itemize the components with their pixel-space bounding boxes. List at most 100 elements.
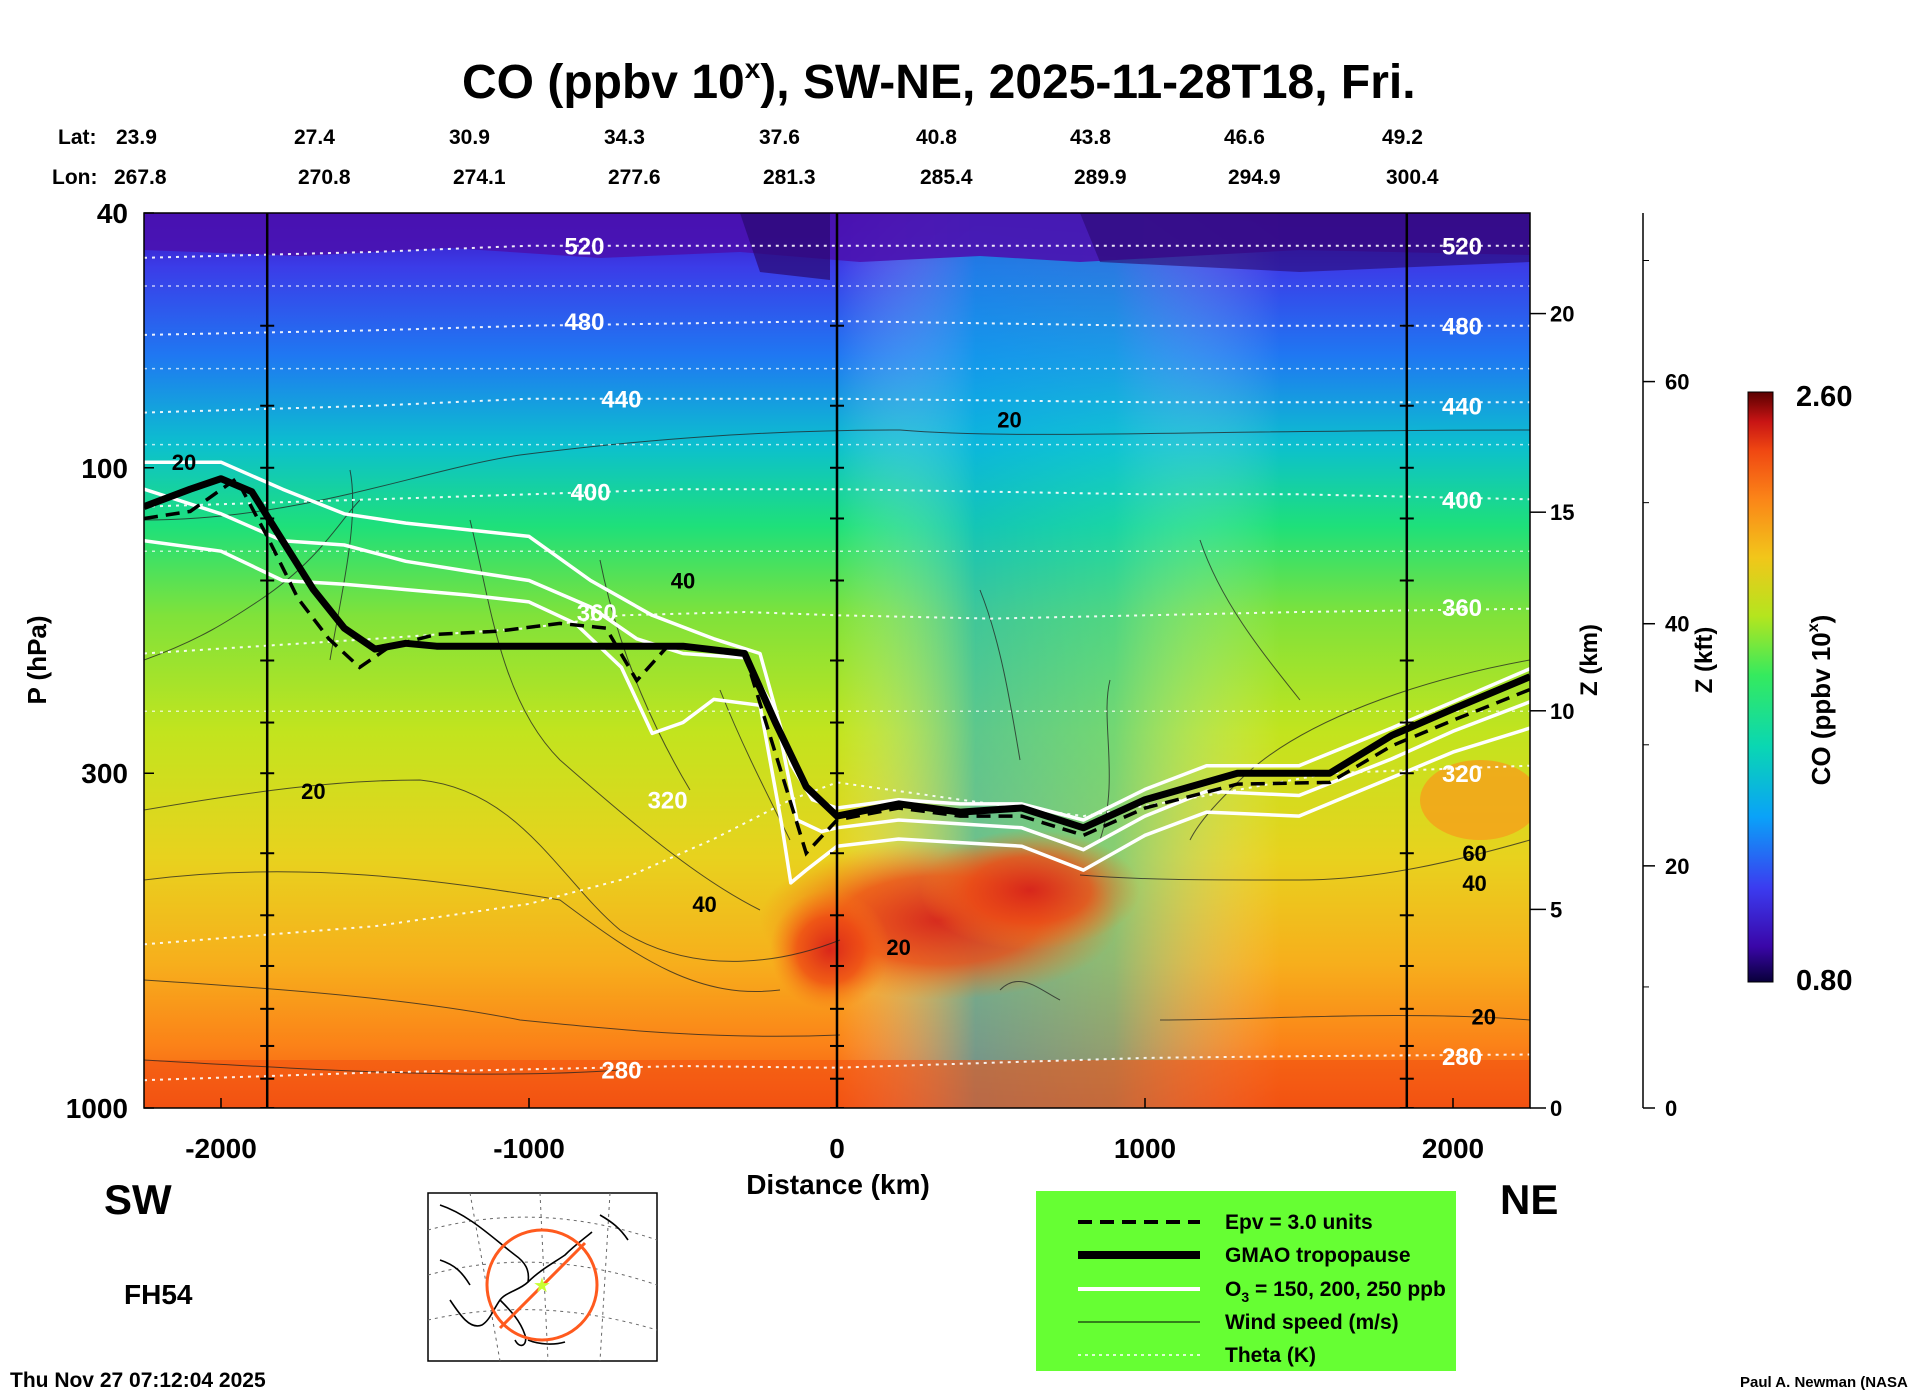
x-tick-label: 0 (829, 1133, 845, 1164)
map-section-line (498, 1241, 587, 1330)
theta-contour-520 (144, 244, 1530, 259)
z-kft-tick-label: 20 (1665, 854, 1689, 879)
map-range-circle (485, 1228, 599, 1342)
z-kft-axis-label: Z (kft) (1691, 627, 1718, 694)
z-kft-tick-label: 40 (1665, 612, 1689, 637)
theta-label-480: 480 (564, 309, 604, 336)
co-patch-ne (1420, 760, 1530, 840)
co-plume-2 (920, 830, 1140, 950)
lat-value: 37.6 (759, 126, 800, 149)
theta-labels: 280 320 360 400 440 480 520 520 480 440 400 360 320 2… (564, 234, 1482, 1085)
lat-label: Lat: (58, 126, 97, 149)
plot-area: 20 20 40 20 40 20 60 40 20 280 320 360 400 440 480 520… (144, 213, 1530, 1108)
ne-direction-label: NE (1500, 1176, 1558, 1223)
z-km-tick-label: 20 (1550, 302, 1574, 327)
tropopause-line (144, 475, 1530, 832)
theta-label-440: 440 (601, 387, 641, 414)
wind-speed-contours (144, 429, 1530, 1075)
theta-right-label-400: 400 (1442, 487, 1482, 514)
lon-value: 277.6 (608, 166, 661, 189)
y-tick-label: 100 (81, 453, 128, 484)
legend-ozone-label: O3 = 150, 200, 250 ppb (1225, 1278, 1446, 1305)
lat-value: 43.8 (1070, 126, 1111, 149)
x-axis-label: Distance (km) (746, 1169, 930, 1200)
z-km-tick-label: 15 (1550, 500, 1574, 525)
lat-value: 23.9 (116, 126, 157, 149)
z-kft-tick-label: 0 (1665, 1096, 1677, 1121)
x-tick-label: 2000 (1422, 1133, 1484, 1164)
lon-label: Lon: (52, 166, 97, 189)
lat-value: 27.4 (294, 126, 335, 149)
ozone-contour-2 (144, 487, 1530, 852)
theta-contour-480 (144, 320, 1530, 336)
y-axis-label: P (hPa) (22, 615, 52, 704)
inset-map: ★ (427, 1192, 658, 1362)
lat-value: 46.6 (1224, 126, 1265, 149)
legend-wind-label: Wind speed (m/s) (1225, 1311, 1399, 1334)
y-tick-label: 1000 (66, 1093, 128, 1124)
section-vertical-lines (260, 213, 1414, 1108)
theta-right-label-320: 320 (1442, 761, 1482, 788)
wind-speed-label: 40 (692, 892, 716, 917)
theta-right-label-440: 440 (1442, 394, 1482, 421)
wind-speed-label: 20 (886, 935, 910, 960)
timestamp-label: Thu Nov 27 07:12:04 2025 (10, 1369, 266, 1392)
theta-label-280: 280 (601, 1057, 641, 1084)
legend-epv-label: Epv = 3.0 units (1225, 1211, 1373, 1234)
lon-value: 281.3 (763, 166, 816, 189)
map-coastlines (439, 1204, 629, 1347)
z-km-tick-label: 5 (1550, 897, 1562, 922)
theta-label-320: 320 (648, 788, 688, 815)
theta-right-label-360: 360 (1442, 595, 1482, 622)
lat-value: 49.2 (1382, 126, 1423, 149)
wind-speed-label: 20 (997, 407, 1021, 432)
theta-label-360: 360 (577, 600, 617, 627)
theta-right-label-480: 480 (1442, 314, 1482, 341)
x-tick-label: -2000 (185, 1133, 257, 1164)
lon-value: 294.9 (1228, 166, 1281, 189)
wind-speed-label: 20 (301, 779, 325, 804)
ozone-contour-3 (144, 538, 1530, 885)
wind-speed-label: 40 (671, 569, 695, 594)
colorbar-min-label: 0.80 (1796, 965, 1852, 997)
map-frame (427, 1192, 658, 1362)
theta-contour-400 (144, 488, 1530, 508)
co-plume-3 (770, 890, 890, 1010)
lon-value: 300.4 (1386, 166, 1439, 189)
legend: Epv = 3.0 units GMAO tropopause O3 = 150… (1036, 1191, 1456, 1371)
theta-contour-280 (144, 1053, 1530, 1082)
theta-right-label-280: 280 (1442, 1044, 1482, 1071)
y-tick-label: 40 (97, 198, 128, 229)
chart-title: CO (ppbv 10x), SW-NE, 2025-11-28T18, Fri… (462, 53, 1416, 109)
lon-value: 285.4 (920, 166, 973, 189)
lon-value: 267.8 (114, 166, 167, 189)
z-km-axis: 0 5 10 15 20 (1530, 302, 1574, 1121)
coordinate-rows: Lat: Lon: 23.9 27.4 30.9 34.3 37.6 40.8 43.8 46… (52, 126, 1439, 189)
colorbar-title: CO (ppbv 10x) (1805, 615, 1836, 786)
wind-speed-label: 20 (1472, 1005, 1496, 1030)
z-kft-axis: 0 20 40 60 (1642, 213, 1689, 1121)
lat-value: 34.3 (604, 126, 645, 149)
legend-tropopause-label: GMAO tropopause (1225, 1244, 1411, 1267)
y-tick-label: 300 (81, 758, 128, 789)
theta-label-400: 400 (571, 480, 611, 507)
z-kft-tick-label: 60 (1665, 370, 1689, 395)
map-center-star-icon: ★ (533, 1273, 551, 1297)
legend-theta-label: Theta (K) (1225, 1344, 1316, 1367)
y-axis: 40 100 300 1000 (66, 198, 154, 1124)
theta-contour-360 (144, 607, 1530, 655)
z-km-axis-label: Z (km) (1576, 624, 1603, 696)
lon-value: 274.1 (453, 166, 506, 189)
wind-speed-label: 40 (1462, 871, 1486, 896)
sw-direction-label: SW (104, 1176, 172, 1223)
lat-value: 30.9 (449, 126, 490, 149)
credit-label: Paul A. Newman (NASA (1740, 1374, 1908, 1391)
lat-value: 40.8 (916, 126, 957, 149)
colorbar-max-label: 2.60 (1796, 381, 1852, 413)
z-km-tick-label: 0 (1550, 1096, 1562, 1121)
x-tick-label: 1000 (1114, 1133, 1176, 1164)
wind-speed-label: 20 (172, 450, 196, 475)
lon-value: 270.8 (298, 166, 351, 189)
co-field-min-patch-2 (1080, 213, 1530, 272)
